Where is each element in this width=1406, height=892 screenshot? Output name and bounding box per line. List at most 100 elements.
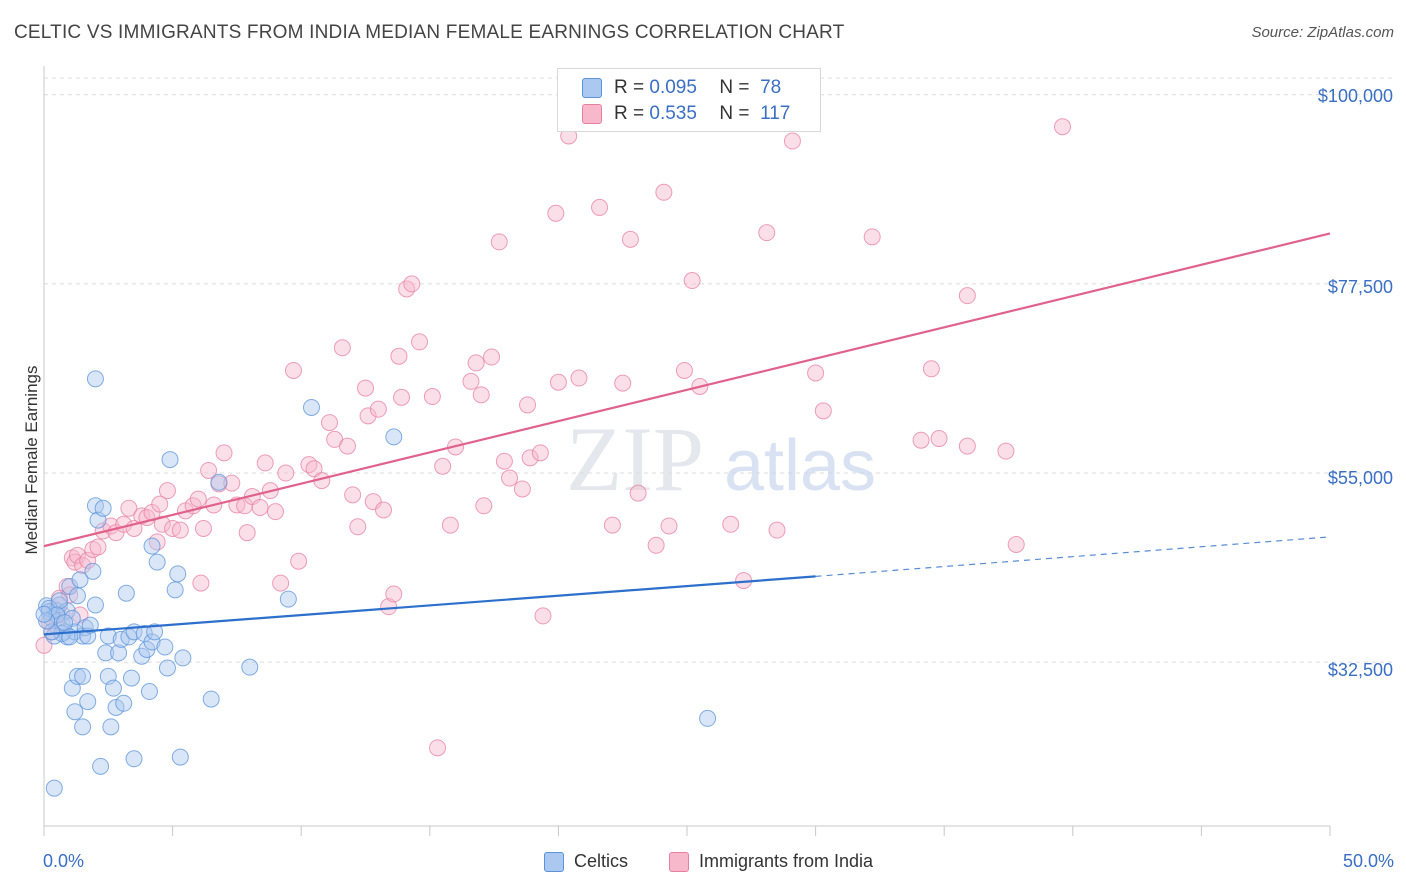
india-point xyxy=(393,388,411,406)
india-point xyxy=(290,552,308,570)
india-point xyxy=(74,556,92,574)
celtics-point xyxy=(146,623,164,641)
india-point xyxy=(189,490,207,508)
y-tick-label-55000: $55,000 xyxy=(1327,468,1393,488)
celtics-point xyxy=(125,750,143,768)
celtics-point xyxy=(143,537,161,555)
stats-row-india: R = 0.535 N = 117 xyxy=(582,101,790,127)
y-tick-label-32500: $32,500 xyxy=(1327,660,1393,680)
india-point xyxy=(863,228,881,246)
celtics-point xyxy=(45,779,63,797)
india-point xyxy=(344,486,362,504)
source-label: Source: ZipAtlas.com xyxy=(1251,24,1394,41)
celtics-swatch xyxy=(582,78,602,98)
celtics-point xyxy=(102,718,120,736)
india-point xyxy=(462,372,480,390)
india-point xyxy=(398,280,416,298)
celtics-point xyxy=(92,757,110,775)
axes xyxy=(43,66,1331,836)
n-value: 117 xyxy=(760,103,791,124)
india-point xyxy=(380,598,398,616)
india-point xyxy=(483,348,501,366)
celtics-point xyxy=(79,693,97,711)
india-point xyxy=(89,538,107,556)
india-point xyxy=(547,204,565,222)
india-point xyxy=(223,474,241,492)
watermark-zip: ZIP xyxy=(566,408,704,510)
india-point xyxy=(531,444,549,462)
celtics-trend-extension xyxy=(815,536,1331,577)
n-key: N = xyxy=(719,103,750,124)
india-point xyxy=(519,396,537,414)
india-point xyxy=(277,464,295,482)
india-point xyxy=(495,452,513,470)
india-point xyxy=(423,388,441,406)
celtics-point xyxy=(143,633,161,651)
india-point xyxy=(814,402,832,420)
india-point xyxy=(411,333,429,351)
legend-label-india: Immigrants from India xyxy=(699,851,874,871)
celtics-point xyxy=(97,644,115,662)
celtics-point xyxy=(161,451,179,469)
india-point xyxy=(758,224,776,242)
india-point xyxy=(251,498,269,516)
india-point xyxy=(151,495,169,513)
india-point xyxy=(333,339,351,357)
india-point xyxy=(256,454,274,472)
legend-item-celtics[interactable]: Celtics xyxy=(544,851,628,872)
stats-box: R = 0.095 N = 78 R = 0.535 N = 117 xyxy=(557,68,821,132)
india-point xyxy=(238,524,256,542)
celtics-point xyxy=(35,605,53,623)
r-key: R = xyxy=(614,77,645,98)
celtics-point xyxy=(158,659,176,677)
legend-item-india[interactable]: Immigrants from India xyxy=(669,851,873,872)
india-point xyxy=(513,480,531,498)
india-point xyxy=(349,518,367,536)
celtics-point xyxy=(104,679,122,697)
india-point xyxy=(675,361,693,379)
india-point xyxy=(1054,118,1072,136)
india-point xyxy=(120,499,138,517)
india-point xyxy=(305,460,323,478)
celtics-point xyxy=(38,612,56,630)
celtics-point xyxy=(74,667,92,685)
india-point xyxy=(475,497,493,515)
india-point xyxy=(614,374,632,392)
celtics-point xyxy=(174,649,192,667)
celtics-point xyxy=(302,398,320,416)
celtics-point xyxy=(171,748,189,766)
celtics-point xyxy=(169,565,187,583)
india-point xyxy=(403,275,421,293)
india-point xyxy=(215,444,233,462)
india-point xyxy=(660,517,678,535)
celtics-point xyxy=(279,590,297,608)
india-point xyxy=(369,400,387,418)
celtics-point xyxy=(66,703,84,721)
india-point xyxy=(375,501,393,519)
x-tick-label-max: 50.0% xyxy=(1342,851,1394,871)
celtics-point xyxy=(68,587,86,605)
india-point xyxy=(621,230,639,248)
india-points xyxy=(35,118,1072,757)
india-point xyxy=(490,233,508,251)
celtics-point xyxy=(699,709,717,727)
india-point xyxy=(192,574,210,592)
chart-title: CELTIC VS IMMIGRANTS FROM INDIA MEDIAN F… xyxy=(14,22,845,43)
india-trend-line xyxy=(43,232,1331,548)
india-point xyxy=(320,414,338,432)
celtics-point xyxy=(148,553,166,571)
celtics-point xyxy=(385,428,403,446)
celtics-point xyxy=(94,499,112,517)
celtics-point xyxy=(122,669,140,687)
n-key: N = xyxy=(719,77,750,98)
india-point xyxy=(441,516,459,534)
india-point xyxy=(958,287,976,305)
india-point xyxy=(549,373,567,391)
trend-lines xyxy=(43,232,1331,636)
n-value: 78 xyxy=(760,77,782,98)
india-point xyxy=(266,503,284,521)
celtics-point xyxy=(117,584,135,602)
india-point xyxy=(958,437,976,455)
india-point xyxy=(68,546,86,564)
celtics-point xyxy=(68,667,86,685)
